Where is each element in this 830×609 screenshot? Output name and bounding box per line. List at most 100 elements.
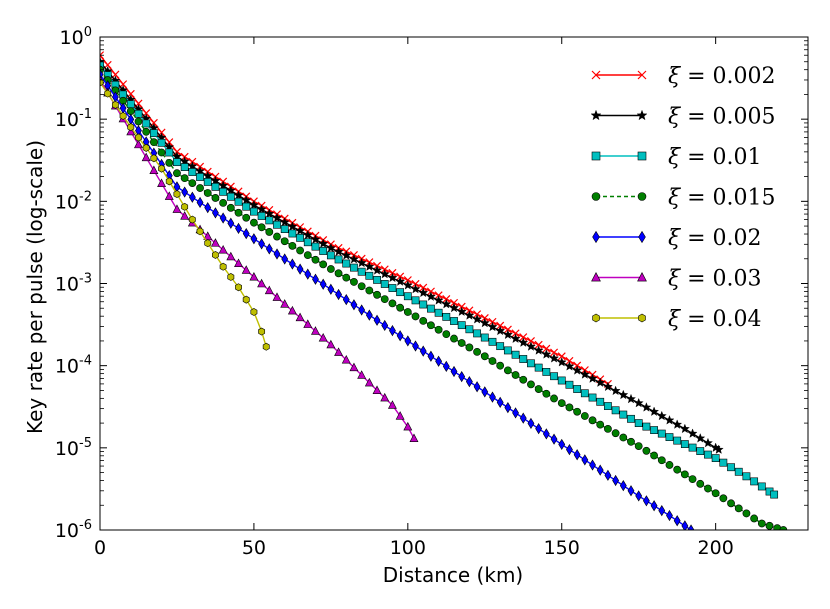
data-point	[673, 436, 682, 445]
data-point	[719, 494, 728, 503]
data-point	[149, 138, 158, 147]
y-tick-base: 10	[55, 109, 79, 131]
legend-symbol: ξ	[668, 145, 682, 170]
data-point	[779, 526, 788, 530]
series-layer	[100, 51, 788, 530]
data-point	[696, 447, 705, 455]
data-point	[457, 339, 466, 347]
data-point	[657, 429, 666, 438]
data-point	[419, 345, 427, 357]
data-point	[642, 422, 651, 431]
data-point	[533, 345, 544, 355]
data-point	[626, 393, 636, 404]
data-point	[250, 308, 258, 316]
data-point	[234, 208, 243, 217]
legend-label: ξ = 0.002	[668, 64, 776, 89]
data-point	[519, 412, 527, 424]
data-point	[596, 420, 605, 429]
data-point	[280, 237, 289, 246]
data-point	[565, 356, 574, 365]
data-point	[164, 191, 174, 200]
data-point	[681, 520, 689, 530]
data-point	[100, 78, 104, 87]
data-point	[580, 389, 589, 398]
data-point	[211, 194, 220, 202]
data-point	[604, 425, 612, 433]
data-point	[281, 253, 289, 265]
legend-label: ξ = 0.03	[668, 267, 762, 292]
data-point	[295, 225, 306, 236]
data-point	[527, 359, 535, 368]
data-point	[325, 242, 336, 253]
legend-marker	[637, 192, 647, 201]
data-point	[242, 213, 251, 222]
data-point	[379, 268, 390, 279]
data-point	[595, 377, 606, 387]
data-point	[104, 89, 112, 98]
y-tick-exponent: -5	[79, 436, 92, 451]
data-point	[134, 109, 143, 118]
data-point	[157, 178, 167, 187]
data-point	[642, 495, 650, 507]
data-point	[373, 314, 381, 326]
data-point	[165, 158, 174, 167]
data-point	[542, 428, 550, 440]
data-point	[100, 51, 105, 60]
legend-marker	[591, 151, 601, 161]
data-point	[527, 417, 535, 430]
data-point	[196, 184, 204, 192]
data-point	[425, 291, 436, 301]
y-tick-base: 10	[55, 520, 79, 542]
data-point	[188, 215, 196, 224]
data-point	[364, 377, 374, 387]
data-point	[149, 129, 158, 138]
x-tick-label: 0	[94, 537, 106, 559]
data-point	[219, 198, 228, 207]
data-point	[565, 403, 574, 412]
data-point	[458, 370, 466, 383]
legend-equals: =	[680, 307, 712, 332]
data-point	[519, 355, 528, 363]
data-point	[181, 186, 189, 198]
data-point	[303, 251, 312, 260]
data-point	[334, 255, 343, 264]
data-point	[619, 479, 627, 492]
data-point	[588, 393, 597, 402]
data-point	[188, 168, 197, 176]
data-point	[219, 187, 228, 196]
data-point	[180, 163, 189, 171]
data-point	[326, 265, 335, 273]
data-point	[419, 316, 428, 325]
data-point	[272, 292, 282, 301]
x-axis-label: Distance (km)	[383, 563, 523, 587]
data-point	[479, 317, 490, 328]
data-point	[202, 170, 213, 181]
data-point	[556, 357, 567, 367]
data-point	[296, 246, 304, 255]
data-point	[596, 464, 604, 476]
data-point	[750, 514, 759, 523]
legend-item: ξ = 0.03	[591, 267, 762, 292]
data-point	[311, 255, 320, 264]
legend-item: ξ = 0.04	[592, 307, 762, 332]
data-point	[404, 335, 412, 347]
data-point	[273, 248, 281, 260]
data-point	[587, 373, 598, 383]
legend-item: ξ = 0.01	[591, 145, 762, 170]
series-0.01	[100, 61, 779, 499]
data-point	[372, 385, 382, 394]
legend-label: ξ = 0.04	[668, 307, 762, 332]
data-point	[713, 444, 724, 454]
data-point	[565, 380, 574, 389]
data-point	[612, 474, 620, 487]
data-point	[357, 282, 366, 291]
data-point	[265, 216, 274, 225]
data-point	[702, 437, 713, 448]
data-point	[357, 370, 367, 379]
data-point	[611, 406, 620, 415]
data-point	[473, 381, 481, 393]
data-point	[564, 361, 575, 371]
data-point	[204, 202, 212, 214]
data-point	[464, 310, 475, 320]
data-point	[511, 329, 520, 338]
